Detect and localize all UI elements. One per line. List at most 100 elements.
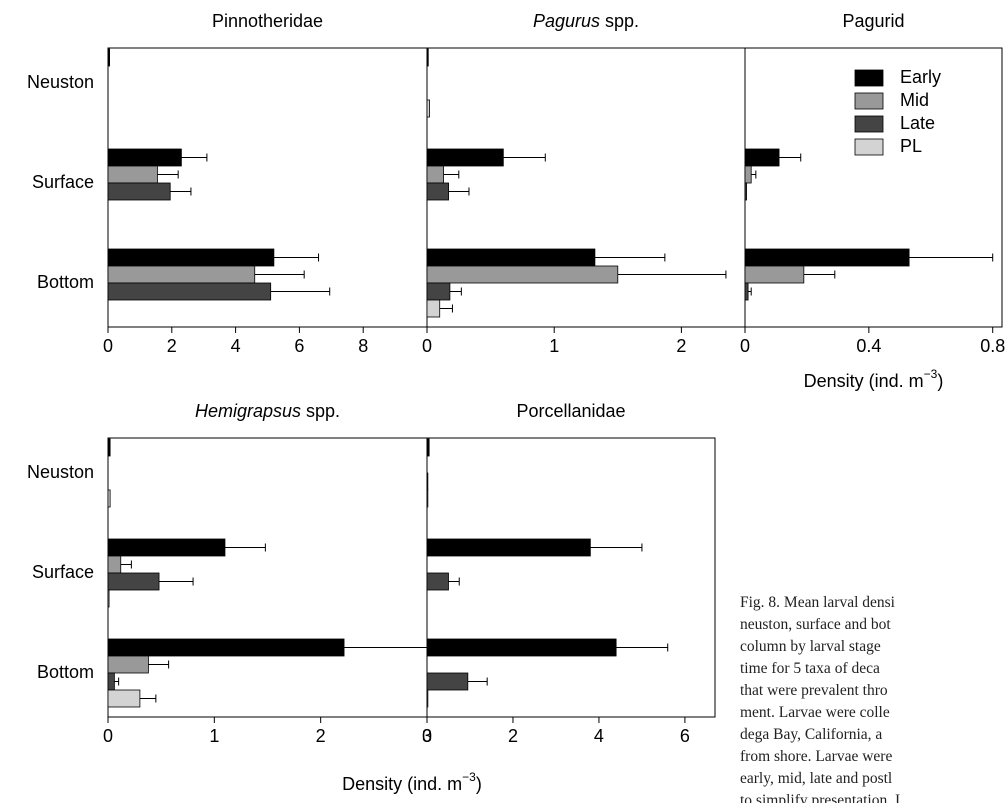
caption: Fig. 8. Mean larval densi neuston, surfac… — [740, 592, 1008, 803]
x-tick-label: 2 — [167, 336, 177, 356]
x-axis-label-part: −3 — [924, 367, 938, 381]
x-axis-label: Density (ind. m−3) — [342, 770, 482, 794]
x-axis-label: Density (ind. m−3) — [804, 367, 944, 391]
caption-line: neuston, surface and bot — [740, 616, 891, 633]
bar — [107, 689, 141, 708]
error-bar — [344, 643, 430, 652]
error-bar — [467, 677, 488, 686]
error-bar — [616, 643, 669, 652]
error-bar — [139, 694, 157, 703]
bar — [426, 148, 504, 167]
bar — [426, 689, 429, 708]
error-bar — [443, 170, 460, 179]
panel-title: Pinnotheridae — [212, 11, 323, 31]
caption-line: to simplify presentation. I — [740, 792, 901, 803]
error-bar — [114, 677, 120, 686]
error-bar — [909, 253, 994, 262]
bar — [744, 248, 910, 267]
error-bar — [503, 153, 546, 162]
error-bar — [748, 287, 752, 296]
bar — [107, 589, 110, 608]
legend-swatch — [854, 138, 884, 156]
bar — [107, 555, 122, 574]
x-tick-label: 8 — [358, 336, 368, 356]
bar — [107, 572, 160, 591]
caption-line: time for 5 taxa of deca — [740, 660, 880, 677]
bar — [107, 48, 110, 67]
error-bar — [751, 170, 757, 179]
bar — [107, 489, 111, 508]
error-bar — [449, 287, 462, 296]
bar — [744, 182, 747, 201]
x-tick-label: 0.8 — [980, 336, 1005, 356]
x-axis-label-part: ) — [937, 371, 943, 391]
bar — [426, 472, 429, 491]
panel-title-part: spp. — [301, 401, 340, 421]
caption-line: dega Bay, California, a — [740, 726, 883, 743]
plot-frame — [744, 47, 1003, 328]
x-tick-label: 4 — [231, 336, 241, 356]
error-bar — [159, 577, 194, 586]
error-bar — [270, 287, 331, 296]
bar — [426, 672, 469, 691]
y-tick-label: Neuston — [27, 462, 94, 482]
bar — [107, 165, 158, 184]
bar — [426, 638, 617, 657]
y-tick-label: Surface — [32, 172, 94, 192]
bar — [426, 299, 441, 318]
caption-line: that were prevalent thro — [740, 682, 888, 699]
x-tick-label: 6 — [294, 336, 304, 356]
bar — [426, 282, 451, 301]
legend-swatch — [854, 115, 884, 133]
x-tick-label: 0 — [103, 726, 113, 746]
error-bar — [181, 153, 208, 162]
error-bar — [803, 270, 836, 279]
bar — [426, 489, 429, 508]
x-tick-label: 0 — [422, 726, 432, 746]
error-bar — [590, 543, 643, 552]
error-bar — [224, 543, 266, 552]
x-axis-label-part: Density (ind. m — [804, 371, 924, 391]
plot-frame — [426, 47, 746, 328]
x-tick-label: 4 — [594, 726, 604, 746]
bar — [426, 538, 591, 557]
error-bar — [617, 270, 727, 279]
bar — [744, 282, 749, 301]
bar — [107, 265, 256, 284]
bar — [426, 572, 449, 591]
bar — [107, 638, 345, 657]
panel-title-part: Pinnotheridae — [212, 11, 323, 31]
bar — [107, 655, 149, 674]
error-bar — [448, 577, 460, 586]
caption-line: from shore. Larvae were — [740, 748, 893, 765]
error-bar — [594, 253, 666, 262]
bar — [426, 248, 596, 267]
plot-frame — [426, 437, 716, 718]
legend-swatch — [854, 92, 884, 110]
panel-title: Pagurus spp. — [533, 11, 639, 31]
bar — [107, 248, 275, 267]
y-tick-label: Surface — [32, 562, 94, 582]
x-tick-label: 0 — [740, 336, 750, 356]
y-tick-label: Neuston — [27, 72, 94, 92]
bar — [107, 282, 272, 301]
bar — [744, 165, 752, 184]
panel-title-part: Hemigrapsus — [195, 401, 301, 421]
y-tick-label: Bottom — [37, 272, 94, 292]
x-tick-label: 6 — [680, 726, 690, 746]
y-tick-label: Bottom — [37, 662, 94, 682]
panel-title-part: Pagurid — [842, 11, 904, 31]
error-bar — [779, 153, 802, 162]
bar — [107, 538, 226, 557]
legend-swatch — [854, 69, 884, 87]
caption-line: early, mid, late and postl — [740, 770, 893, 787]
x-tick-label: 2 — [676, 336, 686, 356]
panel-title-part: Pagurus — [533, 11, 600, 31]
bar — [107, 148, 182, 167]
x-tick-label: 0 — [103, 336, 113, 356]
x-tick-label: 1 — [209, 726, 219, 746]
caption-line: Fig. 8. Mean larval densi — [740, 594, 895, 611]
error-bar — [439, 304, 453, 313]
x-tick-label: 2 — [316, 726, 326, 746]
